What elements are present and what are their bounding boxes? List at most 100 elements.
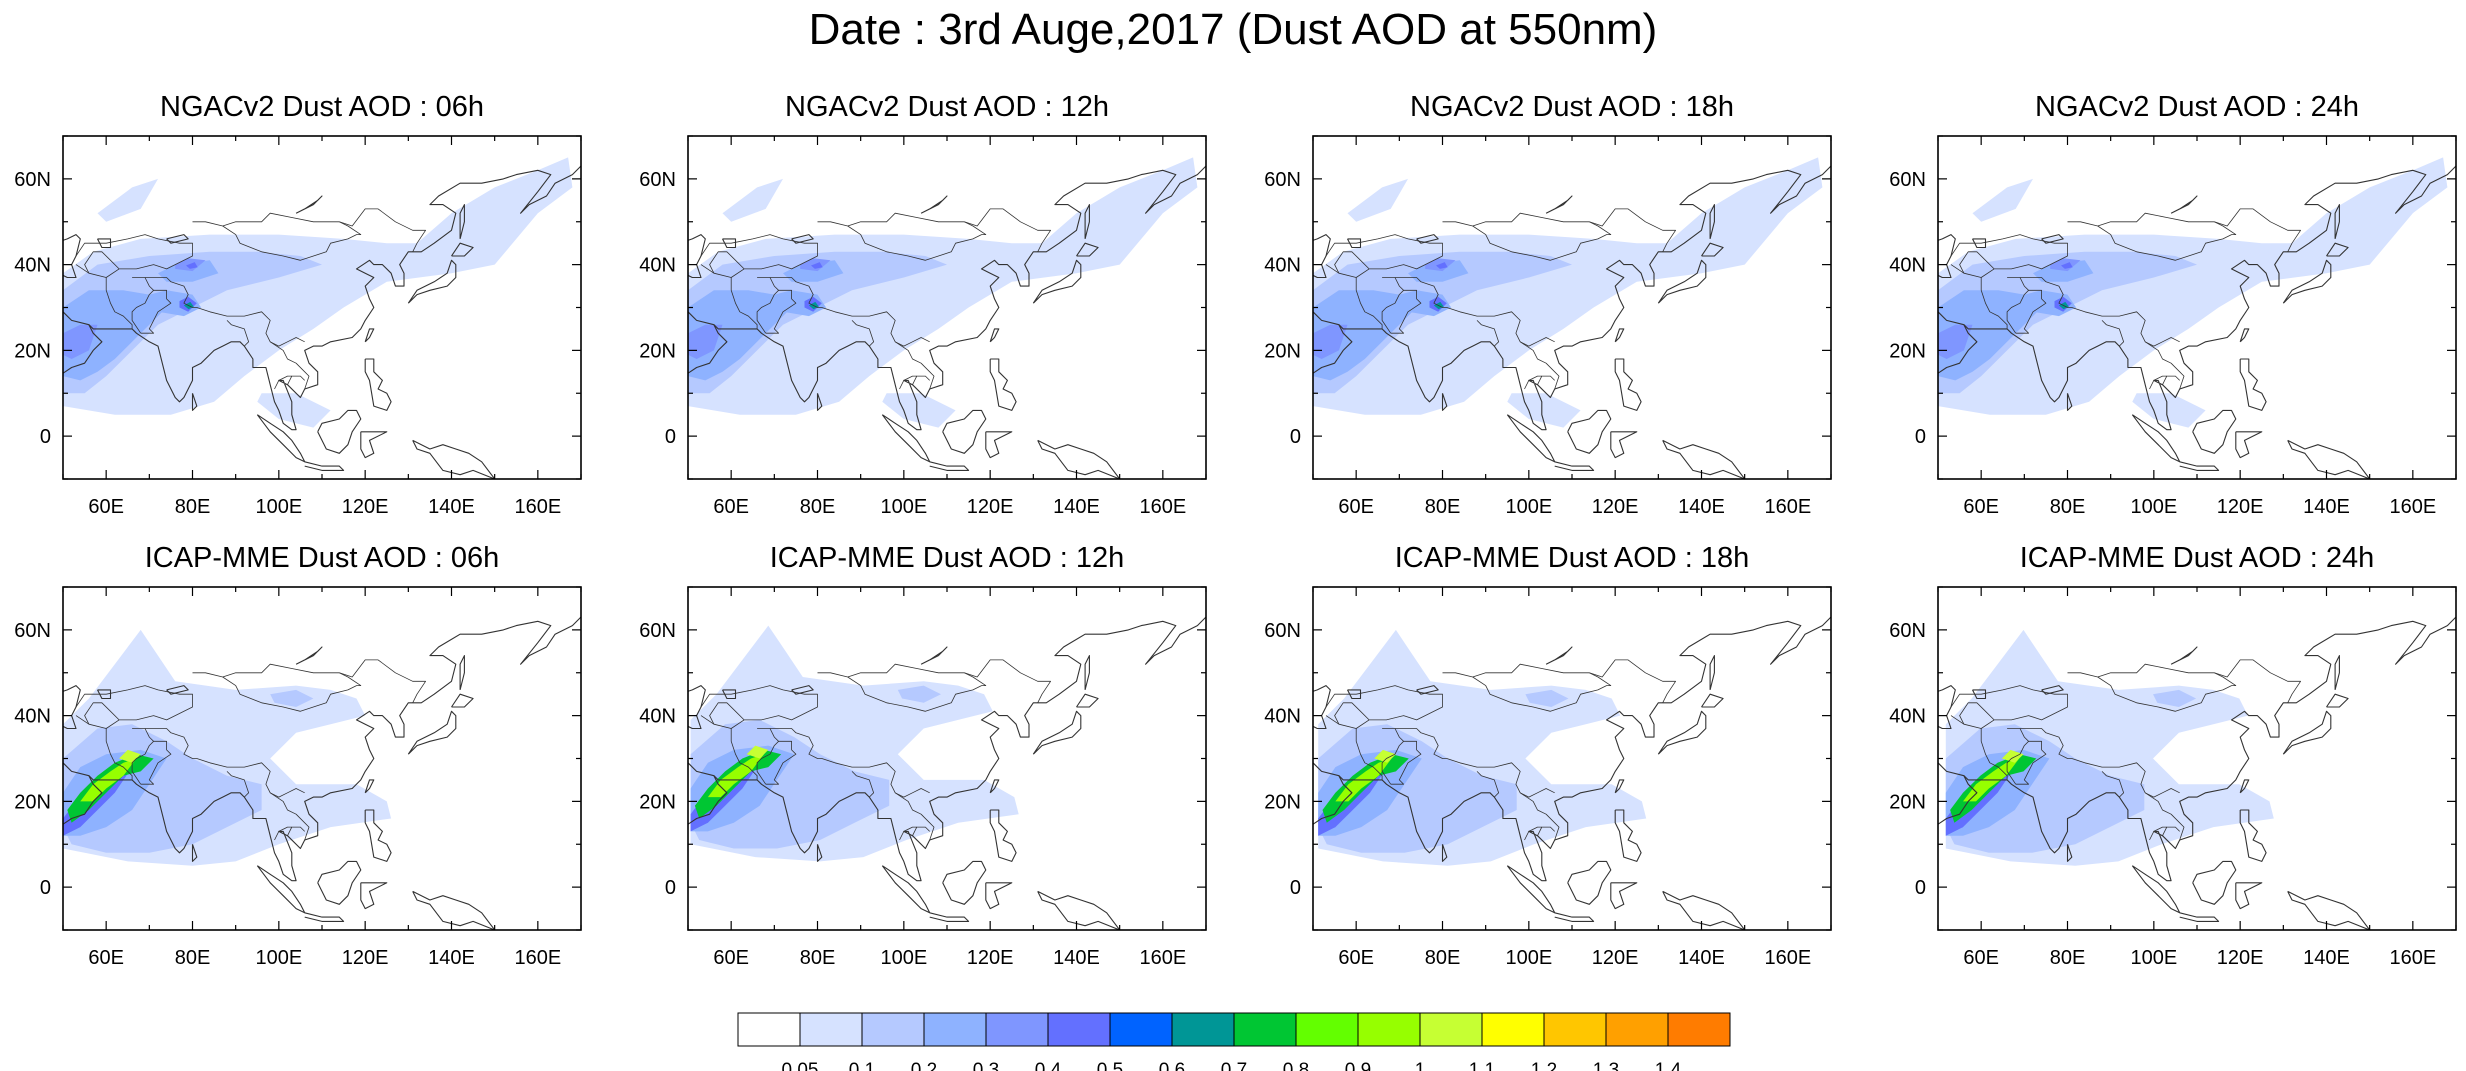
colorbar-label: 0.6 <box>1159 1060 1185 1071</box>
coastline <box>816 844 823 862</box>
lat-tick-label: 0 <box>1915 877 1926 899</box>
coastline <box>881 414 931 463</box>
coastline <box>256 414 306 463</box>
lon-tick-label: 160E <box>2389 496 2436 518</box>
coastline <box>1938 311 1978 374</box>
coastline <box>256 865 306 914</box>
map-panel: 60N 40N 20N 0 60E 80E 100E 120E 140E 160E <box>1264 135 1832 518</box>
country-border <box>84 251 120 274</box>
dust-aod-region <box>688 157 1198 415</box>
colorbar-box <box>861 1012 925 1047</box>
country-border <box>709 251 745 274</box>
lon-tick-label: 140E <box>1053 496 1100 518</box>
lat-tick-label: 0 <box>1290 877 1301 899</box>
coastline <box>2192 860 2237 905</box>
coastline <box>1313 762 1353 825</box>
country-border <box>105 728 133 780</box>
coastline <box>2326 693 2349 708</box>
colorbar-label: 0.05 <box>782 1060 819 1071</box>
colorbar-box <box>923 1012 987 1047</box>
country-border <box>847 221 987 261</box>
lon-tick-label: 140E <box>1053 947 1100 969</box>
country-border <box>1537 375 1555 385</box>
dust-aod-region <box>882 393 956 428</box>
coastline <box>1709 655 1715 691</box>
dust-aod-region <box>1322 754 1409 823</box>
coastline <box>1610 431 1638 459</box>
country-border <box>851 771 875 798</box>
dust-aod-region <box>688 290 792 381</box>
lon-tick-label: 100E <box>880 947 927 969</box>
coastline <box>304 912 345 922</box>
dust-aod-region <box>1525 689 1569 707</box>
lon-tick-label: 140E <box>1678 496 1725 518</box>
lon-tick-label: 80E <box>2050 496 2086 518</box>
country-border <box>105 277 133 329</box>
lat-tick-label: 40N <box>639 255 676 277</box>
coastline <box>360 431 388 459</box>
country-border <box>1959 251 1995 274</box>
lat-tick-label: 20N <box>1264 791 1301 813</box>
dust-aod-region <box>897 685 941 703</box>
country-border <box>131 277 154 334</box>
lon-tick-label: 80E <box>175 496 211 518</box>
country-border <box>2015 740 2047 785</box>
lon-tick-label: 120E <box>342 947 389 969</box>
lat-tick-label: 40N <box>1264 706 1301 728</box>
country-border <box>287 375 305 385</box>
lat-tick-label: 60N <box>1889 169 1926 191</box>
lon-tick-label: 80E <box>800 496 836 518</box>
colorbar-label: 0.4 <box>1035 1060 1062 1071</box>
coastline <box>688 762 728 825</box>
coastline <box>2282 710 2332 755</box>
coastline <box>2334 204 2340 240</box>
colorbar-label: 0.3 <box>973 1060 999 1071</box>
colorbar-label: 1 <box>1415 1060 1426 1071</box>
dust-aod-region <box>811 262 823 269</box>
coastline <box>881 865 931 914</box>
coastline <box>364 809 392 862</box>
country-border <box>75 234 193 278</box>
dust-aod-region <box>1945 767 2015 836</box>
coastline <box>929 461 970 471</box>
coastline <box>304 461 345 471</box>
colorbar-label: 0.8 <box>1283 1060 1309 1071</box>
lat-tick-label: 0 <box>40 426 51 448</box>
country-border <box>132 277 305 347</box>
lake-outline <box>97 689 112 700</box>
coastline <box>989 779 1000 794</box>
lon-tick-label: 140E <box>2303 496 2350 518</box>
lon-tick-label: 80E <box>1425 947 1461 969</box>
country-border <box>1472 672 1612 712</box>
lat-tick-label: 40N <box>1264 255 1301 277</box>
panel-title: NGACv2 Dust AOD : 06h <box>160 91 484 123</box>
dust-aod-region <box>1507 393 1581 428</box>
coastline <box>1614 328 1625 343</box>
coastline <box>2287 890 2371 930</box>
lake-outline <box>722 238 737 249</box>
coastline <box>1338 165 1831 431</box>
country-border <box>912 375 930 385</box>
lon-tick-label: 160E <box>1139 496 1186 518</box>
lon-tick-label: 140E <box>2303 947 2350 969</box>
lon-tick-label: 100E <box>1505 496 1552 518</box>
coastline <box>63 311 103 374</box>
country-border <box>132 728 305 798</box>
coastline <box>1938 762 1978 825</box>
dust-aod-region <box>63 157 573 415</box>
lake-outline <box>295 195 323 214</box>
lake-outline <box>791 234 814 244</box>
coastline <box>360 882 388 910</box>
coastline <box>2131 414 2181 463</box>
coastline <box>2066 393 2073 411</box>
country-border <box>851 320 875 347</box>
map-panel: 60N 40N 20N 0 60E 80E 100E 120E 140E 160E <box>1889 135 2457 518</box>
coastline <box>317 409 362 454</box>
lon-tick-label: 100E <box>880 496 927 518</box>
coastline <box>451 693 474 708</box>
map-panel: 60N 40N 20N 0 60E 80E 100E 120E 140E 160E <box>14 586 582 969</box>
lake-outline <box>1416 685 1439 695</box>
country-border <box>1959 702 1995 725</box>
lon-tick-label: 60E <box>1338 496 1374 518</box>
colorbar-box <box>737 1012 801 1047</box>
